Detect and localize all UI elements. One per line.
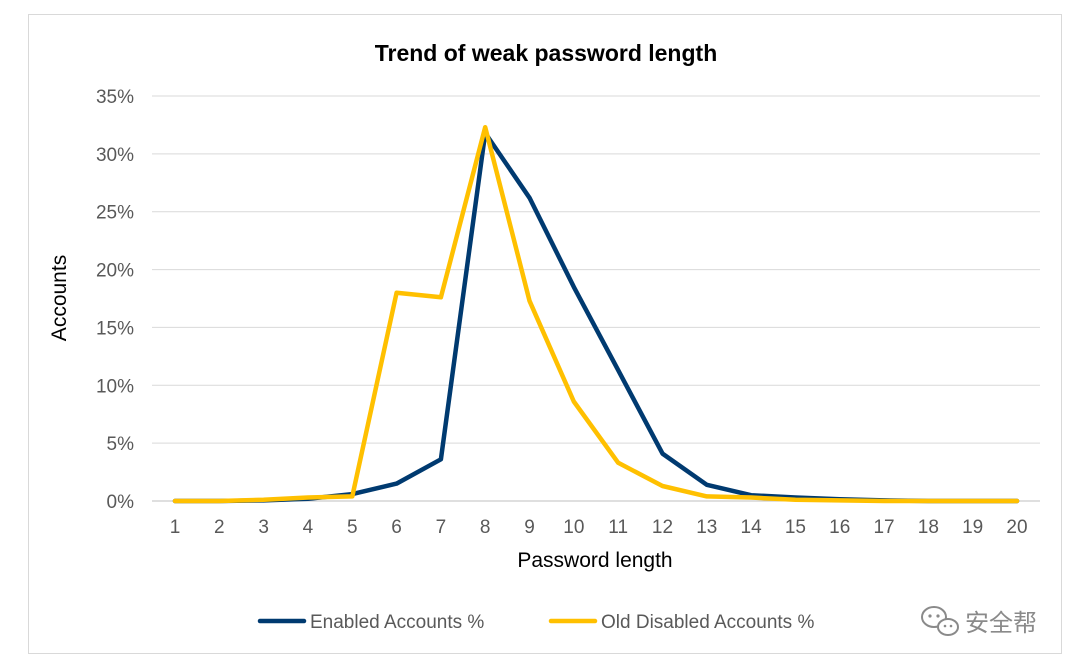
- x-tick-label: 17: [873, 517, 894, 538]
- watermark: 安全帮: [921, 606, 1037, 637]
- x-tick-label: 1: [170, 517, 181, 538]
- y-tick-label: 5%: [107, 434, 135, 455]
- y-tick-label: 15%: [96, 318, 134, 339]
- y-tick-label: 0%: [107, 492, 135, 513]
- x-tick-label: 18: [918, 517, 939, 538]
- x-tick-label: 9: [524, 517, 535, 538]
- x-tick-label: 15: [785, 517, 806, 538]
- x-tick-labels: 1 2 3 4 5 6 7 8 9 10 11 12 13 14 15 16 17 18 19 20: [170, 517, 1028, 538]
- wechat-icon: [921, 606, 959, 636]
- series-line-1: [172, 130, 1020, 504]
- legend-label: Enabled Accounts %: [310, 612, 484, 633]
- x-axis-title: Password length: [517, 549, 672, 572]
- x-tick-label: 3: [258, 517, 269, 538]
- y-tick-label: 30%: [96, 145, 134, 166]
- y-tick-labels: 0% 5% 10% 15% 20% 25% 30% 35%: [96, 87, 134, 513]
- y-tick-label: 20%: [96, 261, 134, 282]
- watermark-text: 安全帮: [965, 610, 1037, 637]
- gridlines: [152, 95, 1040, 502]
- x-tick-label: 11: [608, 517, 628, 538]
- x-tick-label: 20: [1006, 517, 1027, 538]
- chart-title: Trend of weak password length: [375, 40, 718, 66]
- series-lines: [172, 124, 1020, 504]
- x-tick-label: 8: [480, 517, 491, 538]
- y-tick-label: 25%: [96, 203, 134, 224]
- y-tick-label: 10%: [96, 376, 134, 397]
- series-line-2: [172, 124, 1020, 504]
- legend-label: Old Disabled Accounts %: [601, 612, 814, 633]
- x-tick-label: 2: [214, 517, 225, 538]
- x-tick-label: 16: [829, 517, 850, 538]
- y-axis-title: Accounts: [48, 255, 71, 341]
- x-tick-label: 13: [696, 517, 717, 538]
- x-tick-label: 14: [741, 517, 763, 538]
- x-tick-label: 10: [563, 517, 584, 538]
- x-tick-label: 6: [391, 517, 402, 538]
- x-tick-label: 12: [652, 517, 673, 538]
- legend: Enabled Accounts % Old Disabled Accounts …: [257, 612, 814, 633]
- x-tick-label: 19: [962, 517, 983, 538]
- x-tick-label: 5: [347, 517, 358, 538]
- x-tick-label: 4: [303, 517, 314, 538]
- x-tick-label: 7: [436, 517, 447, 538]
- y-tick-label: 35%: [96, 87, 134, 108]
